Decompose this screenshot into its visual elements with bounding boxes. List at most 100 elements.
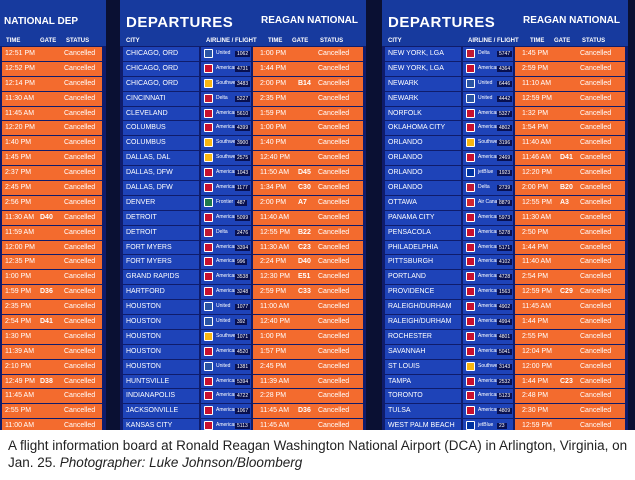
flight-time: 11:59 AM	[5, 228, 35, 236]
flight-row: FORT MYERS American 996 2:24 PM D40 Cancelled	[120, 255, 366, 270]
flight-number: 5041	[497, 348, 513, 355]
airline-name: American	[216, 347, 238, 354]
destination-city: KANSAS CITY	[126, 422, 173, 430]
photo-credit: Photographer: Luke Johnson/Bloomberg	[59, 455, 303, 470]
time-status-cell	[515, 255, 625, 270]
flight-row: 1:00 PM Cancelled	[0, 270, 106, 285]
flight-time: 12:49 PM	[5, 377, 35, 385]
time-status-cell	[2, 419, 102, 430]
flight-number: 4364	[497, 65, 513, 72]
airline-logo-icon	[204, 49, 213, 58]
flight-number: 5099	[235, 214, 251, 221]
airline-name: American	[478, 258, 500, 265]
flight-gate: D36	[298, 407, 311, 415]
time-status-cell	[2, 76, 102, 91]
airline-name: American	[216, 243, 238, 250]
flight-time: 1:44 PM	[260, 64, 287, 72]
flight-row: CHICAGO, ORD United 1062 1:00 PM Cancelled	[120, 47, 366, 62]
time-status-cell	[253, 300, 363, 315]
flight-gate: D40	[298, 258, 311, 266]
departures-heading: DEPARTURES	[388, 14, 496, 31]
time-status-cell	[2, 270, 102, 285]
airline-logo-icon	[466, 108, 475, 118]
flight-gate: D41	[560, 154, 573, 162]
flight-time: 2:24 PM	[260, 258, 287, 266]
flight-number: 6446	[497, 80, 513, 87]
time-status-cell	[253, 240, 363, 255]
airline-name: American	[216, 124, 238, 131]
flight-row: 2:45 PM Cancelled	[0, 181, 106, 196]
flight-number: 4399	[235, 125, 251, 132]
airline-cell	[463, 225, 513, 240]
airline-cell	[463, 285, 513, 300]
airline-logo-icon	[204, 242, 213, 252]
airline-logo-icon	[466, 302, 475, 312]
airline-name: United	[216, 362, 231, 369]
destination-city: DETROIT	[126, 213, 157, 221]
city-cell	[385, 419, 461, 430]
destination-city: HUNTSVILLE	[126, 377, 170, 385]
flight-row: NEWARK United 6446 11:10 AM Cancelled	[382, 76, 628, 92]
flight-time: 12:20 PM	[522, 169, 552, 177]
airline-logo-icon	[204, 346, 213, 356]
flight-number: 23	[497, 423, 507, 430]
flight-number: 8879	[497, 199, 513, 206]
flight-status: Cancelled	[64, 303, 96, 311]
flight-time: 2:55 PM	[5, 407, 32, 415]
flight-number: 1071	[235, 333, 251, 340]
flight-row: NEW YORK, LGA American 4364 2:59 PM Cancelle…	[382, 61, 628, 77]
time-status-cell	[515, 166, 625, 181]
flight-row: 12:20 PM Cancelled	[0, 121, 106, 136]
flight-row: PROVIDENCE American 1563 12:59 PM C29 Cancell…	[382, 285, 628, 300]
flight-time: 2:56 PM	[5, 198, 32, 206]
city-cell	[123, 151, 199, 166]
flight-status: Cancelled	[580, 422, 612, 430]
right-departures-board: DEPARTURES REAGAN NATIONAL CITY AIRLINE …	[382, 0, 628, 430]
flight-time: 11:45 AM	[260, 407, 290, 415]
destination-city: COLUMBUS	[126, 124, 166, 132]
flight-time: 11:40 AM	[522, 139, 552, 147]
flight-time: 1:00 PM	[260, 50, 287, 57]
city-cell	[385, 329, 461, 344]
flight-row: WEST PALM BEACH jetBlue 23 12:59 PM Cancelle…	[382, 419, 628, 430]
airline-cell	[463, 374, 513, 389]
destination-city: PROVIDENCE	[388, 288, 435, 296]
flight-status: Cancelled	[580, 332, 612, 340]
destination-city: CLEVELAND	[126, 109, 168, 117]
time-status-cell	[2, 121, 102, 136]
flight-time: 2:59 PM	[260, 288, 287, 296]
flight-row: DALLAS, DFW American 1043 11:50 AM D45 Cancel…	[120, 166, 366, 181]
flight-number: 3900	[235, 140, 251, 147]
flight-time: 2:35 PM	[260, 94, 287, 102]
time-status-cell	[253, 374, 363, 389]
flight-time: 11:50 AM	[260, 169, 290, 177]
flight-status: Cancelled	[580, 154, 612, 162]
flight-status: Cancelled	[318, 273, 350, 281]
time-status-cell	[515, 285, 625, 300]
time-status-cell	[515, 91, 625, 106]
airline-name: United	[216, 50, 231, 56]
airline-name: American	[478, 347, 500, 354]
flight-gate: D36	[40, 288, 53, 296]
city-cell	[385, 255, 461, 270]
airline-name: United	[478, 79, 493, 86]
destination-city: CHICAGO, ORD	[126, 79, 179, 87]
flight-time: 2:00 PM	[260, 198, 287, 206]
flight-status: Cancelled	[64, 362, 96, 370]
flight-row: HOUSTON Southwest 1071 1:00 PM Cancelled	[120, 329, 366, 345]
right-board-rows: NEW YORK, LGA Delta 5747 1:45 PM Cancelled NE…	[382, 47, 628, 430]
flight-row: HOUSTON United 1077 11:00 AM Cancelled	[120, 300, 366, 315]
flight-time: 1:40 PM	[260, 139, 287, 147]
flight-time: 1:30 PM	[5, 332, 32, 340]
flight-time: 2:35 PM	[5, 303, 32, 311]
airline-logo-icon	[204, 197, 213, 207]
city-cell	[123, 61, 199, 76]
destination-city: NEW YORK, LGA	[388, 50, 444, 57]
flight-status: Cancelled	[64, 94, 96, 102]
flight-time: 11:30 AM	[5, 94, 35, 102]
time-status-cell	[515, 374, 625, 389]
airline-logo-icon	[466, 123, 475, 133]
flight-status: Cancelled	[318, 318, 350, 326]
airline-cell	[201, 121, 251, 136]
flight-status: Cancelled	[64, 79, 96, 87]
